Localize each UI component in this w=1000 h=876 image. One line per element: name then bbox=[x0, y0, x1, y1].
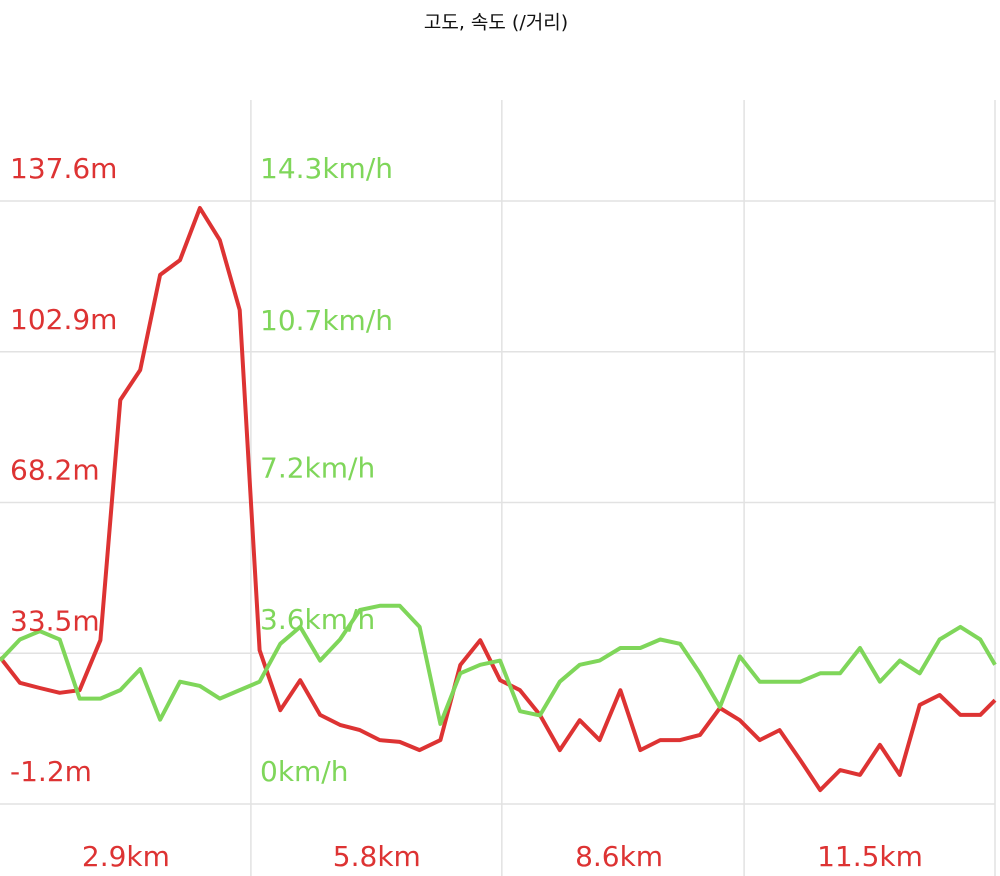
y2-tick-label: 7.2km/h bbox=[260, 451, 375, 484]
y-tick-label: -1.2m bbox=[10, 755, 92, 788]
y-tick-label: 102.9m bbox=[10, 303, 117, 336]
y-tick-label: 137.6m bbox=[10, 152, 117, 185]
series-line bbox=[0, 206, 997, 793]
x-tick-label: 5.8km bbox=[333, 840, 421, 873]
y2-tick-label: 14.3km/h bbox=[260, 152, 393, 185]
series-line bbox=[0, 603, 997, 726]
y-tick-label: 68.2m bbox=[10, 454, 100, 487]
y2-tick-label: 3.6km/h bbox=[260, 603, 375, 636]
y-tick-label: 33.5m bbox=[10, 604, 100, 637]
x-tick-label: 8.6km bbox=[575, 840, 663, 873]
x-tick-label: 2.9km bbox=[82, 840, 170, 873]
chart-title: 고도, 속도 (/거리) bbox=[424, 12, 568, 34]
y2-tick-label: 0km/h bbox=[260, 755, 348, 788]
x-tick-label: 11.5km bbox=[817, 840, 923, 873]
y2-tick-label: 10.7km/h bbox=[260, 304, 393, 337]
